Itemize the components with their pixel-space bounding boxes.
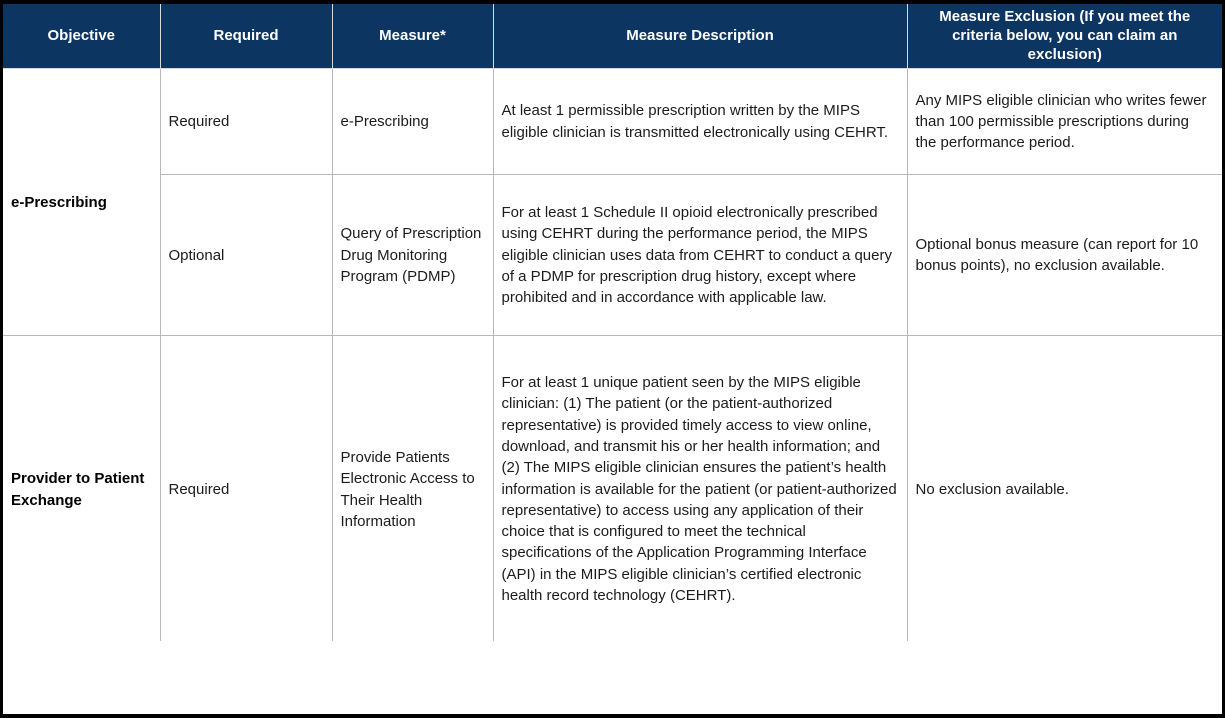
objective-cell-provider-to-patient-exchange: Provider to Patient Exchange	[3, 335, 161, 641]
measures-table-container: Objective Required Measure* Measure Desc…	[3, 4, 1222, 641]
exclusion-cell: No exclusion available.	[906, 335, 1222, 641]
measure-cell: Query of Prescription Drug Monitoring Pr…	[331, 174, 494, 337]
exclusion-cell: Optional bonus measure (can report for 1…	[906, 174, 1222, 337]
description-cell: At least 1 permissible prescription writ…	[492, 68, 908, 176]
exclusion-cell: Any MIPS eligible clinician who writes f…	[906, 68, 1222, 176]
column-header-exclusion: Measure Exclusion (If you meet the crite…	[906, 4, 1222, 70]
table-row-eprescribing-optional: Optional Query of Prescription Drug Moni…	[3, 174, 1222, 337]
column-header-description: Measure Description	[492, 4, 908, 70]
measures-table: Objective Required Measure* Measure Desc…	[3, 4, 1222, 641]
description-cell: For at least 1 unique patient seen by th…	[492, 335, 908, 641]
table-row-provider-to-patient: Provider to Patient Exchange Required Pr…	[3, 335, 1222, 641]
required-cell: Required	[159, 335, 333, 641]
column-header-objective: Objective	[3, 4, 161, 70]
description-cell: For at least 1 Schedule II opioid electr…	[492, 174, 908, 337]
measure-cell: e-Prescribing	[331, 68, 494, 176]
measure-cell: Provide Patients Electronic Access to Th…	[331, 335, 494, 641]
page-bottom-whitespace	[3, 641, 1222, 710]
table-header-row: Objective Required Measure* Measure Desc…	[3, 4, 1222, 70]
column-header-required: Required	[159, 4, 333, 70]
required-cell: Required	[159, 68, 333, 176]
required-cell: Optional	[160, 174, 333, 337]
objective-cell-eprescribing: e-Prescribing	[3, 68, 161, 337]
table-row-eprescribing-required: e-Prescribing Required e-Prescribing At …	[3, 68, 1222, 337]
column-header-measure: Measure*	[331, 4, 494, 70]
